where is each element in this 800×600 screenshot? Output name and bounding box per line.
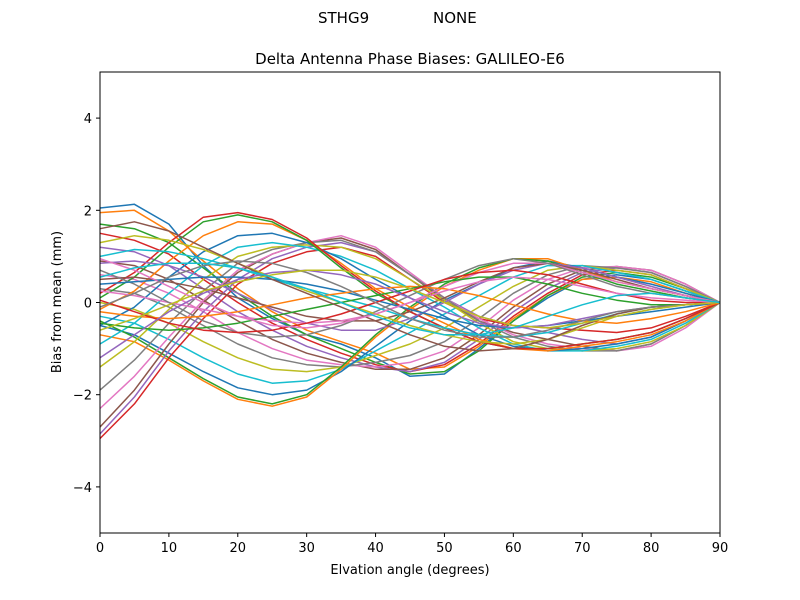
y-axis: −4 −2 0 2 4: [73, 112, 100, 496]
series-line: [99, 244, 721, 368]
x-tick-label: 90: [712, 541, 729, 556]
station-name: STHG9: [318, 9, 370, 27]
y-axis-label: Bias from mean (mm): [50, 231, 65, 373]
series-line: [99, 262, 721, 322]
series-line: [99, 285, 721, 324]
y-tick-label: 0: [84, 297, 92, 312]
x-tick-label: 60: [505, 541, 522, 556]
series-line: [99, 264, 721, 373]
series-line: [99, 262, 721, 336]
y-tick-label: −4: [73, 481, 92, 496]
radome-name: NONE: [433, 9, 477, 27]
series-line: [99, 264, 721, 368]
x-tick-label: 80: [643, 541, 660, 556]
y-tick-label: 4: [84, 112, 92, 127]
x-tick-label: 10: [161, 541, 178, 556]
x-tick-label: 30: [298, 541, 315, 556]
x-tick-label: 40: [367, 541, 384, 556]
series-line: [99, 269, 721, 331]
series-line: [99, 257, 721, 329]
series-line: [99, 257, 721, 338]
series-line: [99, 264, 721, 384]
x-tick-label: 50: [436, 541, 453, 556]
x-axis: 0 10 20 30 40 50 60 70 80 90: [96, 533, 728, 556]
series-line: [99, 209, 721, 371]
figure-suptitle: STHG9 NONE: [0, 9, 800, 29]
series-line: [99, 221, 721, 352]
x-axis-label: Elvation angle (degrees): [330, 563, 489, 578]
chart-title: Delta Antenna Phase Biases: GALILEO-E6: [255, 50, 565, 68]
x-tick-label: 70: [574, 541, 591, 556]
x-tick-label: 20: [230, 541, 247, 556]
y-tick-label: −2: [73, 389, 92, 404]
y-tick-label: 2: [84, 204, 92, 219]
series-line: [99, 221, 721, 352]
x-tick-label: 0: [96, 541, 104, 556]
series-lines: [99, 203, 721, 440]
series-line: [99, 260, 721, 338]
